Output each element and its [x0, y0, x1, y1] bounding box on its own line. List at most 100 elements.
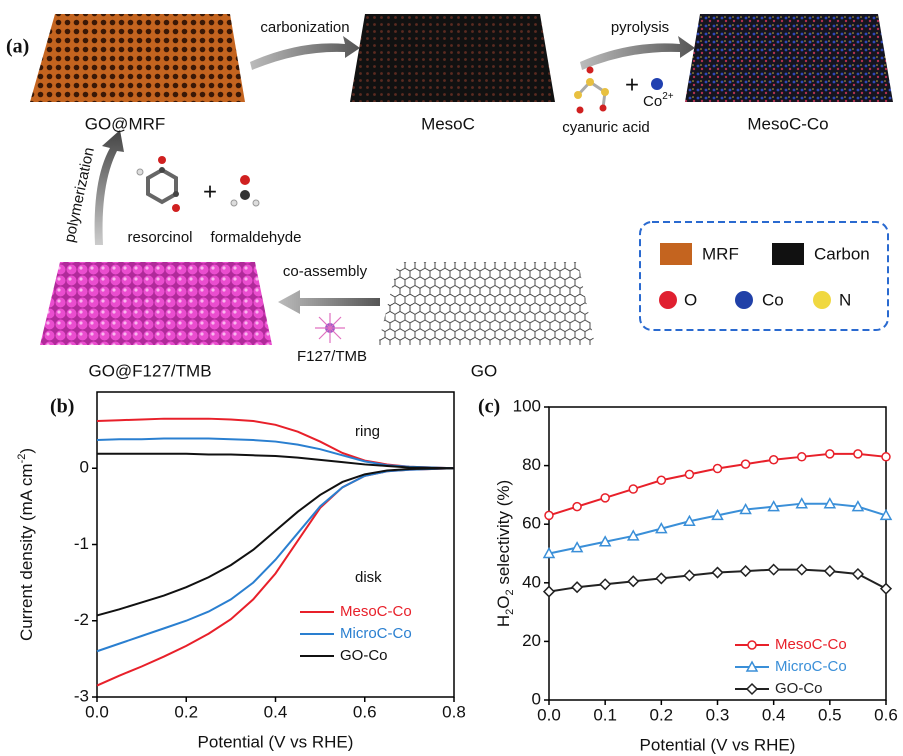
legend-label: GO-Co [775, 680, 823, 697]
pink-slab [40, 262, 272, 345]
legend-label: N [839, 290, 851, 309]
y-tick-label: 60 [522, 514, 541, 533]
plus: + [203, 178, 217, 205]
y-tick-label: 80 [522, 455, 541, 474]
x-axis-label: Potential (V vs RHE) [640, 735, 796, 754]
label: polymerization [61, 146, 98, 244]
y-tick-label: 0 [80, 458, 89, 477]
text: -2 [16, 454, 28, 464]
annotation: disk [355, 569, 382, 586]
co-slab [685, 14, 893, 102]
marker [685, 470, 693, 478]
marker [825, 566, 835, 576]
marker [826, 450, 834, 458]
series-line [97, 468, 454, 685]
series-line [549, 454, 886, 516]
panel-label: (c) [478, 396, 500, 418]
legend-label: MicroC-Co [775, 658, 847, 675]
marker [882, 453, 890, 461]
legend-label: GO-Co [340, 647, 388, 664]
arrow [580, 36, 695, 70]
series-line [97, 468, 454, 651]
marker [657, 476, 665, 484]
marker [573, 503, 581, 511]
label: co-assembly [283, 263, 368, 280]
y-tick-label: -3 [74, 686, 89, 705]
text: ) [17, 448, 36, 454]
label: MesoC [421, 114, 475, 133]
label: GO@F127/TMB [88, 361, 211, 380]
y-tick-label: 0 [532, 689, 541, 708]
legend-marker [748, 641, 756, 649]
mrf-slab [30, 14, 245, 102]
label: carbonization [260, 19, 349, 36]
legend-box [640, 222, 888, 330]
x-tick-label: 0.3 [706, 705, 730, 724]
x-tick-label: 0.6 [353, 702, 377, 721]
y-tick-label: -2 [74, 610, 89, 629]
panel-label: (a) [6, 36, 29, 58]
legend-label: Carbon [814, 244, 870, 263]
label: F127/TMB [297, 348, 367, 365]
legend-atom [735, 291, 753, 309]
label: GO@MRF [85, 114, 166, 133]
y-tick-label: 40 [522, 572, 541, 591]
label: pyrolysis [611, 19, 669, 36]
y-axis-label: H2O2 selectivity (%) [494, 480, 515, 627]
ion-label: Co2+ [643, 91, 674, 110]
marker [545, 511, 553, 519]
text: H [494, 615, 513, 627]
panel-label: (b) [50, 396, 74, 418]
x-tick-label: 0.5 [818, 705, 842, 724]
legend-swatch [772, 243, 804, 265]
marker [544, 587, 554, 597]
arrow [95, 130, 124, 245]
marker [684, 570, 694, 580]
legend-label: MRF [702, 244, 739, 263]
text: Co [643, 93, 662, 110]
label: resorcinol [127, 229, 192, 246]
marker [881, 584, 891, 594]
text: O [494, 596, 513, 609]
go-sheet [378, 262, 595, 345]
annotation: ring [355, 423, 380, 440]
label: GO [471, 361, 497, 380]
legend-marker [747, 684, 757, 694]
legend-label: MesoC-Co [775, 636, 847, 653]
x-axis-label: Potential (V vs RHE) [198, 732, 354, 751]
marker [798, 453, 806, 461]
x-tick-label: 0.4 [762, 705, 786, 724]
marker [656, 573, 666, 583]
label: MesoC-Co [747, 114, 828, 133]
marker [854, 450, 862, 458]
x-tick-label: 0.8 [442, 702, 466, 721]
y-tick-label: 100 [513, 396, 541, 415]
marker [572, 582, 582, 592]
plot-frame [549, 407, 886, 700]
marker [742, 460, 750, 468]
legend-atom [813, 291, 831, 309]
legend-label: MesoC-Co [340, 603, 412, 620]
legend-swatch [660, 243, 692, 265]
arrow [250, 36, 360, 70]
x-tick-label: 0.4 [264, 702, 288, 721]
marker [713, 568, 723, 578]
series-line [97, 454, 454, 468]
marker [797, 565, 807, 575]
marker [714, 465, 722, 473]
series-line [97, 419, 454, 469]
y-tick-label: 20 [522, 631, 541, 650]
x-tick-label: 0.6 [874, 705, 898, 724]
marker [628, 576, 638, 586]
label: formaldehyde [211, 229, 302, 246]
marker [600, 579, 610, 589]
x-tick-label: 0.2 [650, 705, 674, 724]
plot-frame [97, 392, 454, 697]
legend-atom [659, 291, 677, 309]
y-axis-label: Current density (mA cm-2) [16, 448, 37, 641]
carbon-slab [350, 14, 555, 102]
x-tick-label: 0.2 [174, 702, 198, 721]
arrow [278, 290, 380, 314]
text: selectivity (%) [494, 480, 513, 590]
marker [741, 566, 751, 576]
